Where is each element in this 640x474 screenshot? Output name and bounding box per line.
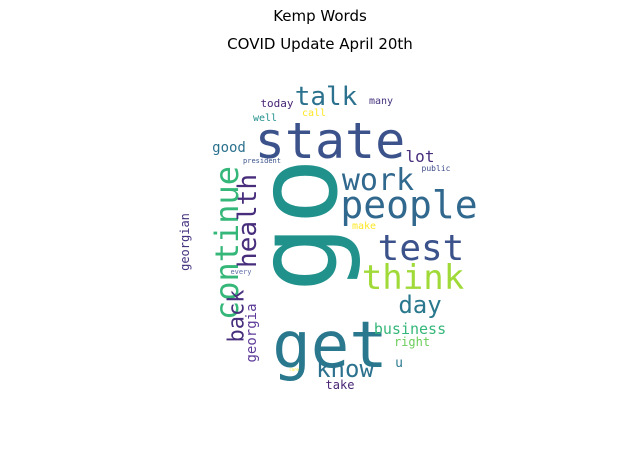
word-go: go	[233, 158, 363, 293]
word-back: back	[225, 290, 250, 343]
word-georgia: georgia	[244, 303, 260, 362]
word-right: right	[394, 335, 430, 349]
figure-title: Kemp Words	[273, 7, 367, 25]
word-many: many	[369, 96, 393, 107]
word-call: call	[302, 108, 326, 119]
word-president: president	[243, 157, 281, 165]
word-state: state	[255, 112, 406, 170]
word-lot: lot	[406, 147, 435, 166]
word-today: today	[260, 97, 293, 110]
word-talk: talk	[295, 82, 358, 112]
word-business: business	[374, 320, 446, 338]
word-public: public	[422, 164, 451, 173]
figure-subtitle: COVID Update April 20th	[227, 35, 413, 53]
word-know: know	[316, 355, 374, 383]
word-take: take	[326, 378, 355, 392]
word-people: people	[340, 183, 477, 227]
word-think: think	[362, 258, 464, 298]
word-georgian: georgian	[178, 213, 192, 271]
word-good: good	[212, 140, 246, 156]
word-health: health	[233, 174, 263, 268]
word-test: test	[378, 228, 465, 269]
word-continue: continue	[208, 166, 246, 320]
word-get: get	[272, 309, 388, 383]
word-well: well	[253, 113, 277, 124]
word-u: u	[395, 356, 403, 371]
word-every: every	[230, 268, 251, 276]
word-make: make	[352, 221, 376, 232]
word-work: work	[342, 163, 414, 198]
word-day: day	[398, 291, 441, 319]
word-rare: rare	[289, 367, 299, 372]
